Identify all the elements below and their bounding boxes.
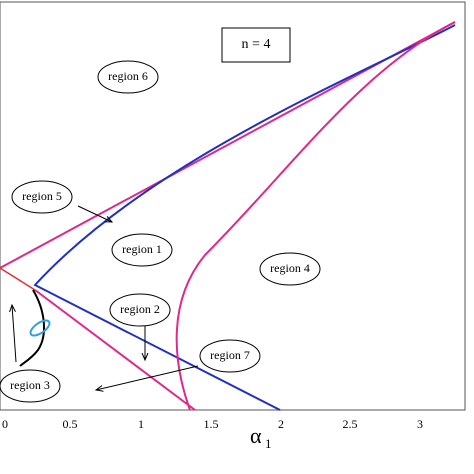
region-ellipse <box>11 180 73 214</box>
arrow <box>77 205 112 222</box>
arrows <box>12 205 199 390</box>
region-label: region 2 <box>120 302 160 316</box>
region-label: region 7 <box>210 348 250 362</box>
region-ellipse <box>199 339 261 373</box>
cyan-loop <box>29 319 51 337</box>
region-ellipse <box>97 60 159 94</box>
lower-boundary <box>34 289 196 411</box>
region-label: region 6 <box>108 69 148 83</box>
arrow <box>96 365 199 390</box>
region-ellipse <box>109 293 171 327</box>
x-tick-label: 2 <box>278 417 284 431</box>
blue-curve <box>33 24 456 411</box>
region-ellipse <box>0 369 61 403</box>
x-tick-label: 3 <box>417 417 423 431</box>
x-ticks: 0 0.5 1 1.5 2 2.5 3 <box>2 417 423 431</box>
x-tick-label: 0 <box>2 417 8 431</box>
annotation-box <box>221 27 291 63</box>
x-tick-label: 0.5 <box>63 417 78 431</box>
region-label: region 1 <box>122 242 162 256</box>
x-axis-label-sub: 1 <box>265 436 272 451</box>
region-label: region 3 <box>10 378 50 392</box>
region-label: region 4 <box>270 261 310 275</box>
annotation: n = 4 <box>242 37 271 52</box>
plot-frame <box>0 1 466 411</box>
x-tick-label: 1.5 <box>204 417 219 431</box>
region-ellipse <box>259 252 321 286</box>
red-boundary <box>0 267 36 291</box>
magenta-curve <box>175 21 456 411</box>
x-tick-label: 1 <box>138 417 144 431</box>
x-tick-label: 2.5 <box>343 417 358 431</box>
region-ellipse <box>111 233 173 267</box>
region-labels: region 6 region 5 region 1 region 4 regi… <box>0 60 321 403</box>
region-label: region 5 <box>22 189 62 203</box>
black-curve <box>19 289 45 367</box>
x-axis-label: α <box>250 423 262 448</box>
arrow <box>12 305 17 363</box>
